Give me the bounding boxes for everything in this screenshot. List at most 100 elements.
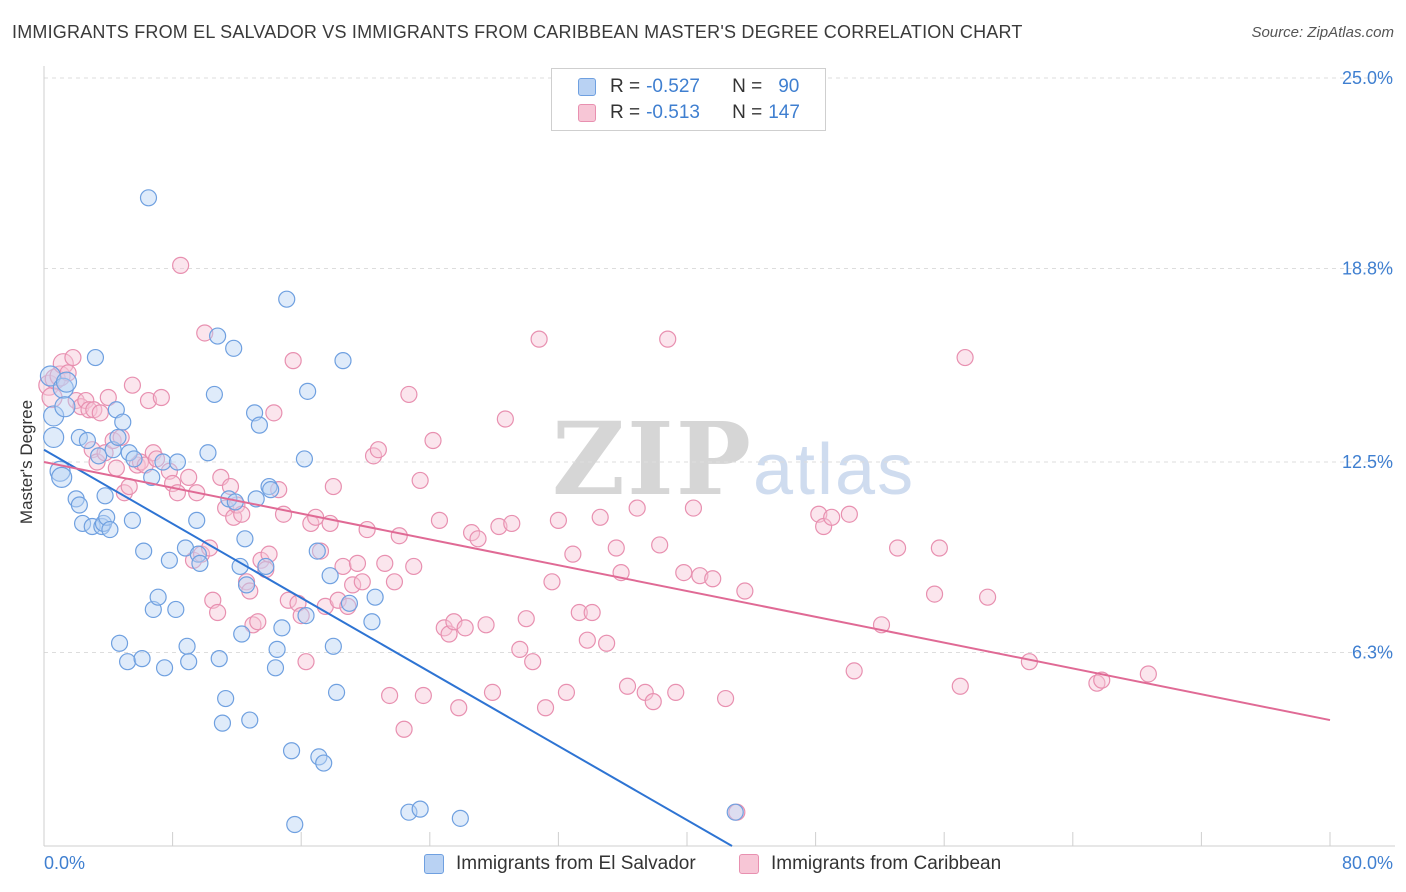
bottom-legend-el-salvador: Immigrants from El Salvador: [424, 852, 696, 876]
el-salvador-point: [262, 481, 280, 499]
el-salvador-point: [199, 444, 217, 462]
el-salvador-point: [180, 653, 198, 671]
el-salvador-point: [110, 634, 129, 652]
legend-swatch-pink: [578, 104, 596, 122]
caribbean-point: [376, 554, 394, 572]
y-tick-label: 18.8%: [1342, 258, 1393, 278]
watermark-atlas: atlas: [752, 430, 916, 510]
caribbean-point: [152, 388, 170, 407]
caribbean-point: [172, 256, 190, 274]
el-salvador-point: [43, 426, 65, 449]
el-salvador-point: [266, 659, 285, 677]
el-salvador-point: [250, 416, 269, 434]
caribbean-point: [644, 693, 662, 711]
y-tick-label: 6.3%: [1352, 642, 1393, 662]
el-salvador-point: [39, 365, 62, 387]
caribbean-point: [249, 613, 267, 631]
caribbean-point: [80, 401, 98, 419]
el-salvador-point: [363, 613, 381, 631]
caribbean-point: [888, 539, 907, 557]
el-salvador-point: [139, 189, 158, 207]
el-salvador-point: [101, 520, 119, 539]
el-salvador-point: [278, 290, 296, 308]
caribbean-point: [369, 441, 387, 459]
caribbean-point: [477, 616, 495, 634]
el-salvador-point: [241, 711, 259, 729]
el-salvador-point: [70, 496, 88, 514]
watermark-zip: ZIP: [552, 400, 753, 518]
el-salvador-point: [96, 487, 114, 505]
el-salvador-point: [411, 800, 429, 818]
el-salvador-point: [73, 514, 92, 533]
caribbean-point: [823, 508, 841, 526]
el-salvador-point: [160, 551, 178, 569]
el-salvador-point: [236, 530, 254, 548]
el-salvador-point: [315, 754, 333, 772]
chart-title: IMMIGRANTS FROM EL SALVADOR VS IMMIGRANT…: [12, 22, 1023, 42]
caribbean-point: [139, 391, 158, 410]
el-salvador-point: [168, 453, 187, 471]
caribbean-point: [530, 330, 548, 348]
legend-r-value: -0.513: [646, 102, 700, 123]
legend-r-label: R =: [610, 76, 641, 97]
caribbean-point: [64, 348, 82, 367]
caribbean-point: [292, 606, 310, 625]
el-salvador-point: [327, 683, 346, 702]
legend-n-label: N =: [732, 102, 763, 123]
bottom-legend-caribbean: Immigrants from Caribbean: [739, 852, 1001, 876]
caribbean-point: [414, 686, 432, 705]
el-salvador-point: [191, 554, 209, 572]
caribbean-point: [956, 348, 974, 367]
el-salvador-point: [188, 511, 206, 529]
caribbean-point: [297, 653, 315, 671]
y-tick-label: 25.0%: [1342, 68, 1393, 88]
caribbean-point: [570, 603, 588, 622]
watermark: ZIPatlas: [552, 400, 915, 518]
el-salvador-point: [726, 803, 744, 821]
legend-r-value: -0.527: [646, 76, 700, 97]
caribbean-point: [840, 505, 858, 523]
el-salvador-point: [210, 650, 228, 668]
el-salvador-point: [282, 742, 301, 760]
trend-layer: [43, 448, 1331, 847]
caribbean-point: [450, 699, 468, 717]
caribbean-point: [925, 585, 944, 603]
correlation-legend: R = -0.527 N = 90 R = -0.513 N = 147: [551, 68, 826, 131]
el-salvador-point: [366, 588, 384, 606]
el-salvador-point: [154, 453, 172, 471]
legend-n-value: 147: [768, 102, 800, 123]
el-salvador-point: [55, 371, 78, 393]
caribbean-point: [598, 634, 616, 652]
caribbean-point: [209, 603, 227, 622]
caribbean-point: [52, 353, 74, 375]
caribbean-point: [196, 324, 214, 342]
caribbean-point: [979, 588, 997, 606]
caribbean-point: [91, 404, 109, 422]
caribbean-point: [395, 720, 413, 738]
caribbean-point: [334, 557, 352, 576]
bottom-legend-swatch-pink: [739, 854, 759, 874]
el-salvador-point: [209, 327, 227, 345]
el-salvador-point: [213, 714, 232, 732]
caribbean-point: [951, 677, 969, 695]
caribbean-point: [618, 677, 637, 695]
caribbean-point: [845, 662, 863, 680]
caribbean-point: [704, 570, 722, 588]
el-salvador-point: [118, 653, 137, 671]
caribbean-point: [221, 477, 240, 496]
caribbean-point: [716, 689, 735, 708]
el-salvador-point: [237, 576, 256, 594]
el-salvador-point: [149, 588, 167, 606]
caribbean-point: [456, 619, 474, 637]
el-salvador-point: [90, 447, 108, 465]
legend-n-value: 90: [778, 76, 800, 97]
el-salvador-point: [295, 450, 314, 468]
caribbean-point: [607, 539, 625, 557]
el-salvador-point: [43, 405, 65, 427]
el-salvador-points: [39, 189, 744, 834]
el-salvador-point: [324, 637, 342, 655]
axis-layer: [43, 66, 1395, 847]
legend-row-el-salvador: R = -0.527 N = 90: [578, 75, 799, 99]
caribbean-point: [1088, 674, 1106, 692]
